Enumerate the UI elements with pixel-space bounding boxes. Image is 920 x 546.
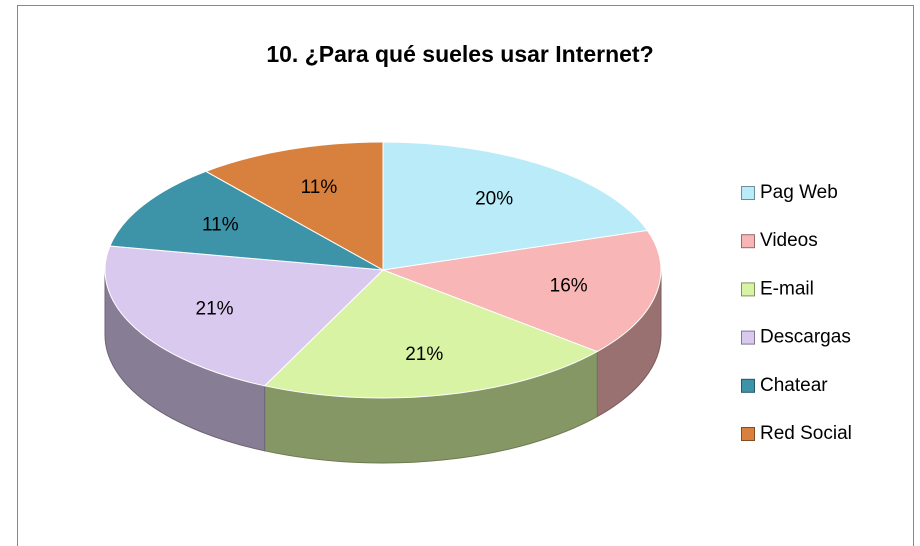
data-label: 20% bbox=[475, 189, 513, 210]
slice bbox=[104, 245, 385, 387]
legend-swatch bbox=[741, 378, 755, 393]
data-label: 21% bbox=[196, 299, 234, 320]
legend-swatch bbox=[741, 282, 755, 297]
legend-label: Chatear bbox=[760, 375, 828, 396]
legend-label: Descargas bbox=[760, 327, 851, 348]
legend-swatch bbox=[741, 427, 755, 441]
legend-swatch bbox=[741, 330, 755, 345]
legend-swatch bbox=[741, 186, 755, 200]
legend-label: Videos bbox=[760, 230, 818, 251]
legend-swatch bbox=[741, 234, 755, 249]
legend-label: Pag Web bbox=[760, 182, 838, 203]
data-label: 11% bbox=[202, 215, 239, 236]
slice bbox=[204, 141, 384, 271]
slice bbox=[109, 170, 384, 271]
slice bbox=[381, 229, 662, 353]
chart-title: 10. ¿Para qué sueles usar Internet? bbox=[266, 41, 653, 67]
legend-label: E-mail bbox=[760, 278, 814, 299]
data-label: 21% bbox=[405, 344, 443, 365]
legend-label: Red Social bbox=[760, 423, 852, 444]
slice bbox=[382, 141, 649, 271]
data-label: 16% bbox=[550, 275, 588, 296]
slice bbox=[263, 269, 599, 399]
data-label: 11% bbox=[301, 177, 338, 198]
